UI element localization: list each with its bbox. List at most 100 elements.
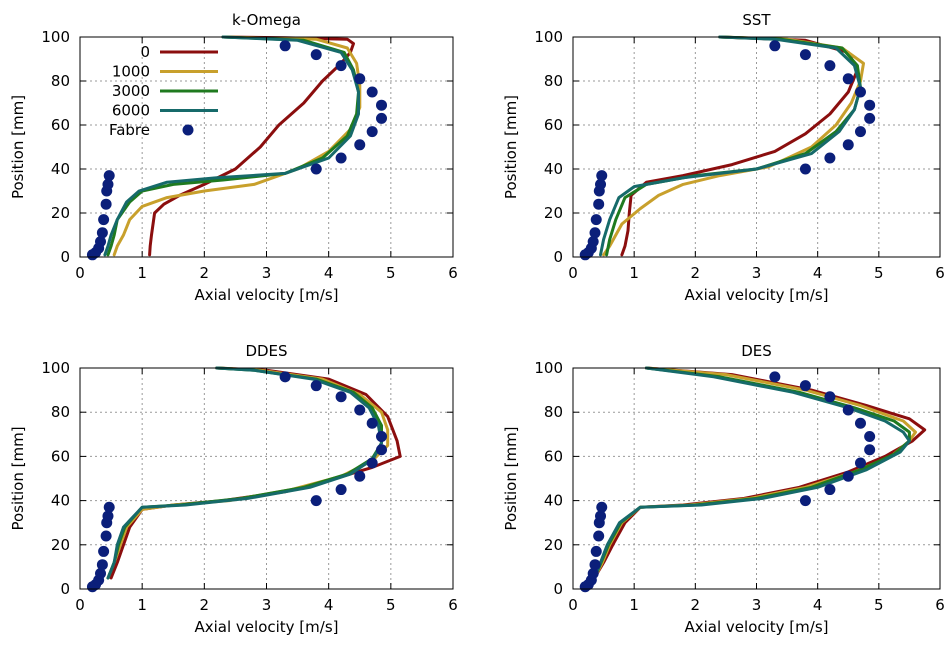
x-axis-label: Axial velocity [m/s] <box>684 618 828 636</box>
fabre-point <box>354 470 366 482</box>
fabre-point <box>279 40 291 52</box>
x-tick-label: 3 <box>752 264 762 282</box>
y-tick-label: 0 <box>553 580 563 598</box>
y-tick-label: 40 <box>51 160 70 178</box>
fabre-point <box>310 495 322 507</box>
fabre-point <box>769 371 781 383</box>
fabre-point <box>589 227 601 239</box>
x-tick-label: 4 <box>813 264 823 282</box>
fabre-point <box>864 112 876 124</box>
x-tick-label: 0 <box>75 596 85 614</box>
panel-title: DDES <box>245 342 287 360</box>
x-tick-label: 4 <box>324 264 334 282</box>
fabre-point <box>354 404 366 416</box>
fabre-point <box>102 178 114 190</box>
x-tick-label: 1 <box>137 264 147 282</box>
fabre-point <box>98 214 110 226</box>
series-line-1000 <box>592 366 917 580</box>
y-tick-label: 0 <box>553 248 563 266</box>
y-tick-label: 80 <box>544 72 563 90</box>
x-tick-label: 0 <box>75 264 85 282</box>
fabre-point <box>310 380 322 392</box>
fabre-point <box>587 568 599 580</box>
fabre-point <box>799 495 811 507</box>
fabre-point <box>376 444 388 456</box>
fabre-point <box>100 530 112 542</box>
fabre-point <box>864 444 876 456</box>
fabre-point <box>335 391 347 403</box>
fabre-point <box>824 152 836 164</box>
fabre-point <box>354 73 366 85</box>
fabre-point <box>96 227 108 239</box>
x-tick-label: 1 <box>629 596 639 614</box>
y-tick-label: 20 <box>544 204 563 222</box>
y-axis-label: Position [mm] <box>9 95 27 199</box>
x-tick-label: 5 <box>386 264 396 282</box>
fabre-point <box>335 60 347 72</box>
fabre-point <box>842 73 854 85</box>
x-tick-label: 2 <box>200 596 210 614</box>
x-tick-label: 2 <box>691 596 701 614</box>
y-tick-label: 60 <box>544 116 563 134</box>
x-tick-label: 6 <box>448 264 458 282</box>
series-line-6000 <box>106 366 383 580</box>
fabre-point <box>587 236 599 248</box>
series-line-6000 <box>592 366 911 580</box>
fabre-point <box>279 371 291 383</box>
fabre-point <box>98 545 110 557</box>
y-tick-label: 80 <box>544 403 563 421</box>
fabre-point <box>799 380 811 392</box>
fabre-point <box>824 391 836 403</box>
x-tick-label: 0 <box>568 264 578 282</box>
fabre-point <box>335 484 347 496</box>
y-tick-label: 20 <box>544 536 563 554</box>
x-tick-label: 3 <box>262 596 272 614</box>
y-tick-label: 60 <box>51 447 70 465</box>
x-tick-label: 2 <box>200 264 210 282</box>
x-tick-label: 4 <box>813 596 823 614</box>
fabre-point <box>103 501 115 513</box>
fabre-point <box>864 431 876 443</box>
x-axis-label: Axial velocity [m/s] <box>684 286 828 304</box>
fabre-point <box>310 163 322 175</box>
series-line-0 <box>148 35 355 257</box>
fabre-point <box>335 152 347 164</box>
fabre-point <box>854 417 866 429</box>
legend-label: 1000 <box>112 63 150 81</box>
y-tick-label: 100 <box>534 28 563 46</box>
x-tick-label: 1 <box>629 264 639 282</box>
fabre-point <box>95 236 107 248</box>
fabre-point <box>590 214 602 226</box>
y-tick-label: 80 <box>51 403 70 421</box>
x-tick-label: 1 <box>137 596 147 614</box>
fabre-point <box>799 49 811 61</box>
y-tick-label: 100 <box>41 28 70 46</box>
fabre-point <box>854 457 866 469</box>
fabre-point <box>590 545 602 557</box>
x-tick-label: 0 <box>568 596 578 614</box>
fabre-point <box>376 99 388 111</box>
fabre-point <box>842 404 854 416</box>
y-tick-label: 80 <box>51 72 70 90</box>
fabre-point <box>593 530 605 542</box>
y-tick-label: 100 <box>534 359 563 377</box>
x-tick-label: 3 <box>262 264 272 282</box>
fabre-point <box>595 510 607 522</box>
y-tick-label: 20 <box>51 204 70 222</box>
x-tick-label: 5 <box>874 596 884 614</box>
y-tick-label: 60 <box>544 447 563 465</box>
x-tick-label: 5 <box>386 596 396 614</box>
series-line-0 <box>592 366 927 580</box>
legend-label: 6000 <box>112 102 150 120</box>
x-tick-label: 6 <box>935 596 945 614</box>
fabre-point <box>366 86 378 98</box>
fabre-point <box>310 49 322 61</box>
fabre-point <box>100 198 112 210</box>
x-axis-label: Axial velocity [m/s] <box>194 286 338 304</box>
x-tick-label: 3 <box>752 596 762 614</box>
